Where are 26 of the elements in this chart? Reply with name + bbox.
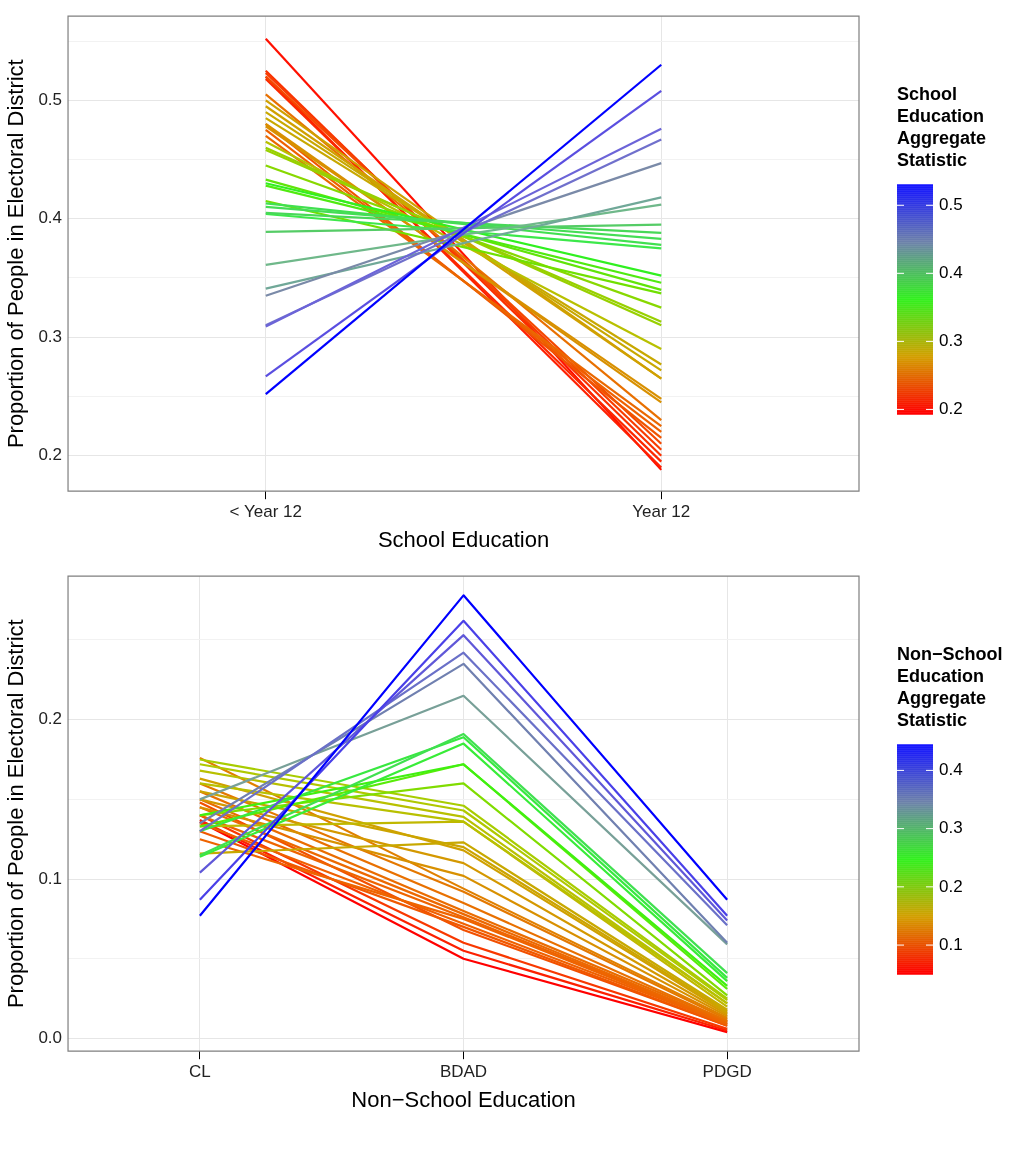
color-bar-title: Non−School Education Aggregate Statistic [897,644,1003,731]
y-axis-title: Proportion of People in Electoral District [3,59,29,449]
y-tick-label: 0.2 [38,709,63,729]
y-tick-label: 0.2 [38,445,63,465]
y-tick-label: 0.0 [38,1028,63,1048]
y-tick-label: 0.3 [38,326,63,346]
color-bar-label: 0.4 [939,760,963,780]
x-tick-label: < Year 12 [229,502,302,522]
color-bar-label: 0.2 [939,399,963,419]
color-bar-label: 0.3 [939,331,963,351]
color-bar-title: School Education Aggregate Statistic [897,84,987,171]
x-tick-label: CL [188,1062,211,1082]
color-bar-label: 0.3 [939,818,963,838]
x-axis-title: Non−School Education [351,1086,576,1112]
x-tick-label: PDGD [702,1062,752,1082]
color-bar-label: 0.5 [939,194,963,214]
x-axis-title: School Education [377,526,550,552]
x-tick-label: Year 12 [632,502,691,522]
color-bar-label: 0.4 [939,263,963,283]
color-bar-label: 0.1 [939,934,963,954]
y-tick-label: 0.5 [38,89,63,109]
y-tick-label: 0.1 [38,868,63,888]
y-axis-title: Proportion of People in Electoral District [3,619,29,1009]
x-tick-label: BDAD [439,1062,488,1082]
color-bar-label: 0.2 [939,876,963,896]
y-tick-label: 0.4 [38,208,63,228]
